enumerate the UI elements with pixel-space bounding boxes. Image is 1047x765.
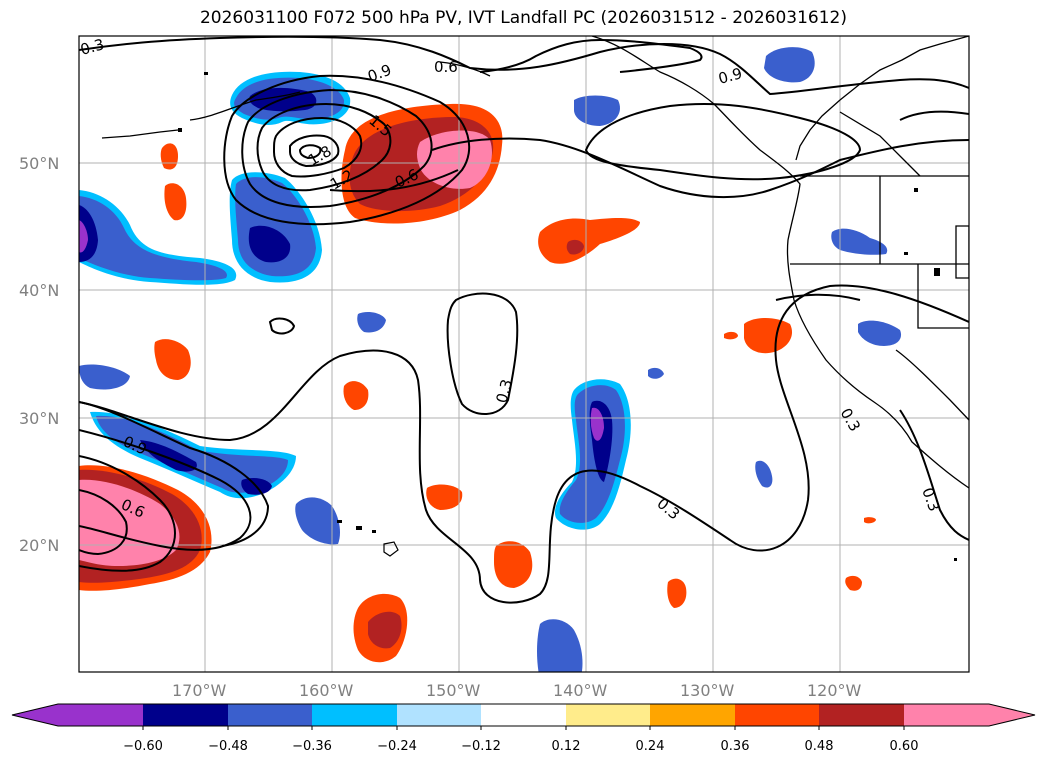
- longitude-labels: 170°W 160°W 150°W 140°W 130°W 120°W: [172, 681, 862, 700]
- lon-label-130w: 130°W: [680, 681, 735, 700]
- negative-anomaly-central: [537, 47, 902, 672]
- colorbar-swatch: [481, 704, 566, 726]
- colorbar-tick-label: 0.12: [552, 739, 581, 754]
- contour-label: 0.3: [78, 35, 106, 59]
- map-title: 2026031100 F072 500 hPa PV, IVT Landfall…: [199, 8, 847, 28]
- colorbar-tick-label: −0.60: [123, 739, 163, 754]
- lat-label-30n: 30°N: [19, 409, 59, 428]
- colorbar-extend-min: [12, 704, 58, 726]
- colorbar-swatch: [58, 704, 143, 726]
- colorbar-tick-label: 0.24: [636, 739, 665, 754]
- lon-label-160w: 160°W: [299, 681, 354, 700]
- lon-label-150w: 150°W: [426, 681, 481, 700]
- colorbar-swatch: [312, 704, 397, 726]
- colorbar-tick-marks: [142, 726, 905, 730]
- colorbar-swatch: [228, 704, 312, 726]
- colorbar-swatch: [819, 704, 904, 726]
- colorbar-swatch: [566, 704, 650, 726]
- colorbar-tick-label: −0.36: [292, 739, 332, 754]
- lat-label-20n: 20°N: [19, 536, 59, 555]
- colorbar-outline: [11, 703, 1036, 727]
- colorbar-tick-label: 0.48: [805, 739, 834, 754]
- contour-label: 0.3: [492, 377, 516, 405]
- colorbar: −0.60 −0.48 −0.36 −0.24 −0.12 0.12 0.24 …: [11, 703, 1036, 754]
- contour-label: 0.9: [716, 64, 744, 88]
- colorbar-swatch: [650, 704, 735, 726]
- positive-anomaly-gulf: [341, 103, 503, 224]
- colorbar-tick-label: −0.24: [377, 739, 417, 754]
- colorbar-extend-max: [989, 704, 1035, 726]
- lon-label-140w: 140°W: [553, 681, 608, 700]
- negative-anomaly-trough: [79, 312, 386, 545]
- contour-label: 0.6: [434, 58, 458, 76]
- colorbar-swatch: [904, 704, 989, 726]
- colorbar-swatch: [735, 704, 819, 726]
- islands: [178, 72, 957, 561]
- lat-label-40n: 40°N: [19, 281, 59, 300]
- colorbar-tick-label: 0.60: [890, 739, 919, 754]
- colorbar-tick-label: −0.12: [461, 739, 501, 754]
- colorbar-swatch: [143, 704, 228, 726]
- map-border: [78, 35, 970, 673]
- positive-anomaly-small: [154, 143, 876, 663]
- lon-label-120w: 120°W: [807, 681, 862, 700]
- colorbar-swatch: [397, 704, 481, 726]
- lon-label-170w: 170°W: [172, 681, 227, 700]
- latitude-labels: 50°N 40°N 30°N 20°N: [19, 154, 59, 555]
- pv-contours: [79, 36, 969, 604]
- lat-label-50n: 50°N: [19, 154, 59, 173]
- colorbar-tick-label: −0.48: [208, 739, 248, 754]
- colorbar-tick-label: 0.36: [721, 739, 750, 754]
